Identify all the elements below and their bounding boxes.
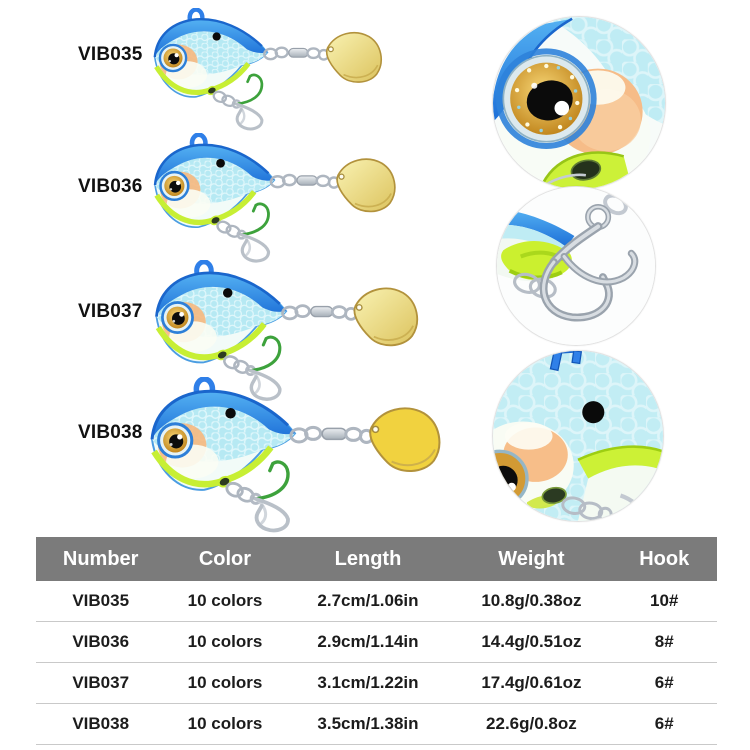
product-label-vib036: VIB036 <box>78 176 143 197</box>
spec-cell: 22.6g/0.8oz <box>486 714 577 733</box>
detail-circle-hook <box>496 186 656 346</box>
table-row: VIB036 10 colors 2.9cm/1.14in 14.4g/0.51… <box>36 622 717 663</box>
detail-circle-scales <box>492 350 664 522</box>
spec-header-weight: Weight <box>498 547 565 570</box>
spec-cell: 8# <box>654 632 674 651</box>
spec-cell: 10 colors <box>187 714 263 733</box>
spec-cell: VIB037 <box>72 673 130 692</box>
spec-cell: 10# <box>650 591 679 610</box>
spec-cell: VIB035 <box>72 591 130 610</box>
product-label-vib035: VIB035 <box>78 44 143 65</box>
spec-table-header: Number Color Length Weight Hook <box>36 537 717 581</box>
lure-image-vib035 <box>150 8 388 131</box>
spec-cell: VIB038 <box>72 714 130 733</box>
detail-circle-eye <box>492 16 666 190</box>
lure-image-vib036 <box>150 133 402 263</box>
spec-cell: 10 colors <box>187 591 263 610</box>
spec-header-number: Number <box>62 547 139 570</box>
spec-header-color: Color <box>198 547 252 570</box>
spec-cell: 14.4g/0.51oz <box>481 632 582 651</box>
spec-cell: 6# <box>654 714 674 733</box>
spec-cell: 2.7cm/1.06in <box>317 591 419 610</box>
spec-cell: 6# <box>654 673 674 692</box>
table-row: VIB035 10 colors 2.7cm/1.06in 10.8g/0.38… <box>36 581 717 622</box>
spec-header-length: Length <box>334 547 402 570</box>
spec-cell: 3.1cm/1.22in <box>317 673 419 692</box>
spec-cell: VIB036 <box>72 632 130 651</box>
lure-image-vib038 <box>146 377 448 533</box>
table-row: VIB037 10 colors 3.1cm/1.22in 17.4g/0.61… <box>36 663 717 704</box>
spec-header-hook: Hook <box>639 547 690 570</box>
spec-cell: 10.8g/0.38oz <box>481 591 582 610</box>
table-row: VIB038 10 colors 3.5cm/1.38in 22.6g/0.8o… <box>36 704 717 745</box>
product-label-vib038: VIB038 <box>78 422 143 443</box>
spec-cell: 2.9cm/1.14in <box>317 632 419 651</box>
spec-cell: 17.4g/0.61oz <box>481 673 582 692</box>
product-label-vib037: VIB037 <box>78 301 143 322</box>
spec-cell: 10 colors <box>187 673 263 692</box>
spec-cell: 10 colors <box>187 632 263 651</box>
spec-cell: 3.5cm/1.38in <box>317 714 419 733</box>
spec-table: Number Color Length Weight Hook VIB035 1… <box>36 537 717 745</box>
